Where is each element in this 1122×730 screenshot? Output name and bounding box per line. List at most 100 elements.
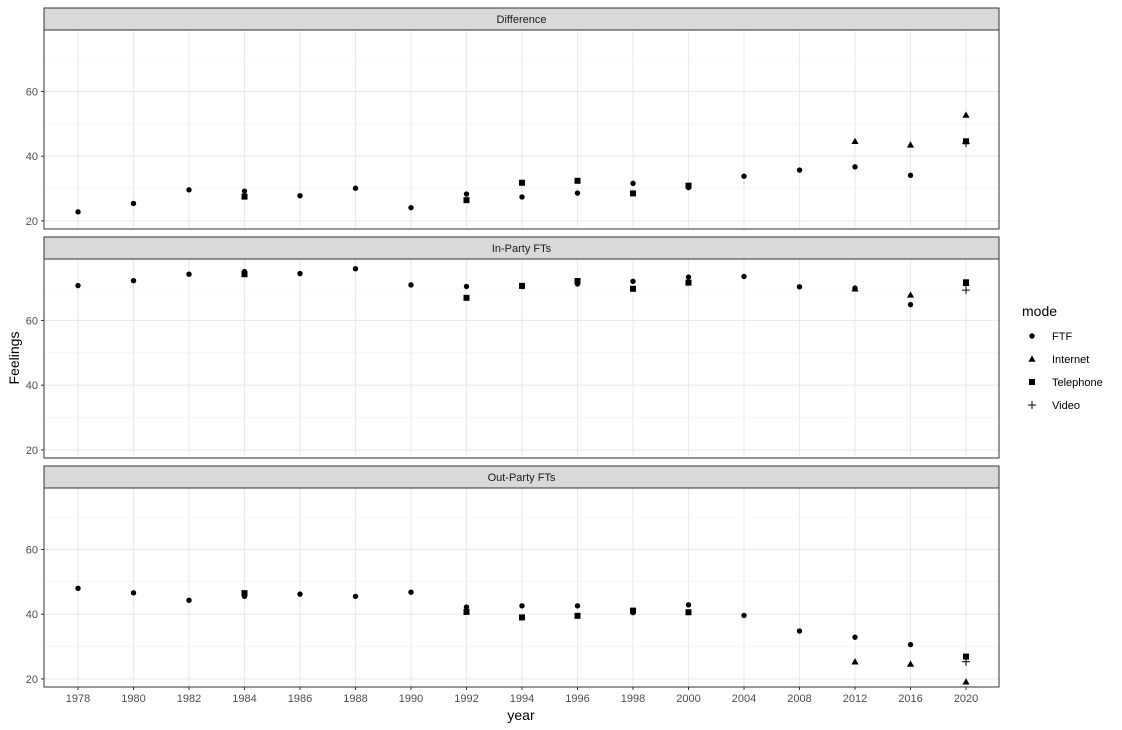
y-tick-label: 60 bbox=[26, 544, 38, 556]
data-point-ftf bbox=[574, 190, 581, 196]
y-axis-title: Feelings bbox=[6, 332, 22, 385]
y-tick-label: 20 bbox=[26, 216, 38, 228]
x-tick-label: 2020 bbox=[954, 693, 978, 705]
facet-strip-label: Out-Party FTs bbox=[488, 472, 556, 484]
data-point-ftf bbox=[741, 612, 747, 619]
y-tick-label: 40 bbox=[26, 380, 38, 392]
legend-item: Telephone bbox=[1029, 377, 1103, 389]
legend-label: Video bbox=[1052, 400, 1080, 412]
data-point-ftf bbox=[408, 204, 414, 211]
legend-item: FTF bbox=[1029, 331, 1072, 343]
data-point-ftf bbox=[796, 167, 803, 173]
legend-label: Internet bbox=[1052, 354, 1089, 366]
facet-panel: In-Party FTs 20 40 60 bbox=[26, 236, 1000, 459]
y-tick-label: 20 bbox=[26, 445, 38, 457]
y-tick-label: 40 bbox=[26, 151, 38, 163]
x-tick-label: 1996 bbox=[565, 693, 589, 705]
data-point-internet bbox=[962, 678, 970, 685]
data-point-ftf bbox=[352, 266, 359, 272]
data-point-internet bbox=[906, 141, 915, 148]
data-point-telephone bbox=[463, 608, 470, 615]
data-point-ftf bbox=[907, 172, 914, 178]
data-point-ftf bbox=[130, 590, 137, 596]
legend-item: Video bbox=[1028, 400, 1080, 412]
legend-label: Telephone bbox=[1052, 377, 1103, 389]
data-point-ftf bbox=[297, 591, 303, 597]
data-point-ftf bbox=[463, 604, 470, 610]
data-point-telephone bbox=[519, 614, 525, 621]
data-point-ftf bbox=[352, 593, 359, 600]
data-point-ftf bbox=[630, 278, 636, 285]
legend: mode FTF Internet Telephone Video bbox=[1022, 303, 1103, 412]
data-point-ftf bbox=[852, 164, 858, 170]
data-point-ftf bbox=[685, 602, 692, 608]
y-tick-label: 40 bbox=[26, 609, 38, 621]
data-point-telephone bbox=[463, 197, 470, 204]
legend-key-telephone bbox=[1029, 379, 1035, 385]
data-point-telephone bbox=[519, 282, 525, 289]
facet-panels: Difference 20 40 60 In-Party FTs 20 40 60 Out-Pa… bbox=[26, 7, 1000, 688]
x-tick-label: 1990 bbox=[399, 693, 423, 705]
data-point-ftf bbox=[186, 271, 192, 277]
data-point-ftf bbox=[186, 597, 192, 603]
x-tick-label: 2000 bbox=[676, 693, 700, 705]
legend-label: FTF bbox=[1052, 331, 1072, 343]
data-point-ftf bbox=[408, 589, 414, 595]
data-point-video bbox=[962, 139, 970, 148]
data-point-ftf bbox=[130, 277, 137, 284]
data-point-ftf bbox=[796, 628, 803, 634]
data-point-telephone bbox=[463, 294, 470, 301]
data-point-telephone bbox=[574, 177, 581, 184]
facet-strip-label: Difference bbox=[497, 14, 547, 26]
x-tick-label: 2008 bbox=[787, 693, 811, 705]
x-tick-label: 2004 bbox=[732, 693, 756, 705]
data-point-ftf bbox=[75, 282, 81, 289]
x-tick-label: 1984 bbox=[232, 693, 256, 705]
data-point-ftf bbox=[297, 192, 303, 199]
x-tick-label: 2016 bbox=[898, 693, 922, 705]
data-point-telephone bbox=[519, 179, 525, 186]
data-point-ftf bbox=[75, 585, 81, 592]
data-point-ftf bbox=[519, 194, 525, 200]
data-point-ftf bbox=[186, 187, 192, 193]
data-point-telephone bbox=[574, 612, 581, 619]
data-point-ftf bbox=[297, 270, 303, 277]
data-point-ftf bbox=[574, 603, 581, 609]
data-point-telephone bbox=[685, 609, 692, 616]
y-tick-label: 60 bbox=[26, 315, 38, 327]
x-tick-label: 1992 bbox=[454, 693, 478, 705]
panel-border bbox=[43, 258, 1000, 459]
data-point-telephone bbox=[241, 193, 248, 200]
data-point-video bbox=[962, 286, 970, 295]
data-point-telephone bbox=[963, 653, 969, 660]
data-point-ftf bbox=[907, 641, 914, 648]
data-point-internet bbox=[851, 137, 859, 145]
data-point-telephone bbox=[241, 590, 248, 597]
x-axis-title: year bbox=[507, 707, 535, 723]
y-tick-label: 20 bbox=[26, 674, 38, 686]
data-point-ftf bbox=[907, 301, 914, 308]
data-point-telephone bbox=[630, 285, 636, 292]
x-tick-label: 1998 bbox=[621, 693, 645, 705]
facet-strip-label: In-Party FTs bbox=[492, 243, 552, 255]
data-point-ftf bbox=[463, 283, 470, 290]
facet-panel: Difference 20 40 60 bbox=[26, 7, 1000, 230]
data-point-telephone bbox=[630, 190, 636, 197]
x-tick-label: 1988 bbox=[343, 693, 367, 705]
data-point-internet bbox=[851, 658, 859, 665]
data-point-telephone bbox=[574, 278, 581, 285]
data-point-telephone bbox=[685, 182, 692, 189]
data-point-ftf bbox=[741, 173, 747, 179]
data-point-internet bbox=[906, 291, 915, 298]
data-point-ftf bbox=[463, 191, 470, 197]
data-point-internet bbox=[906, 660, 915, 667]
y-tick-label: 60 bbox=[26, 86, 38, 98]
data-point-ftf bbox=[796, 284, 803, 290]
data-point-ftf bbox=[630, 180, 636, 187]
data-point-ftf bbox=[685, 274, 692, 280]
x-tick-label: 1980 bbox=[121, 693, 145, 705]
legend-key-ftf bbox=[1029, 333, 1035, 339]
data-point-ftf bbox=[852, 634, 858, 640]
data-point-ftf bbox=[75, 209, 81, 215]
